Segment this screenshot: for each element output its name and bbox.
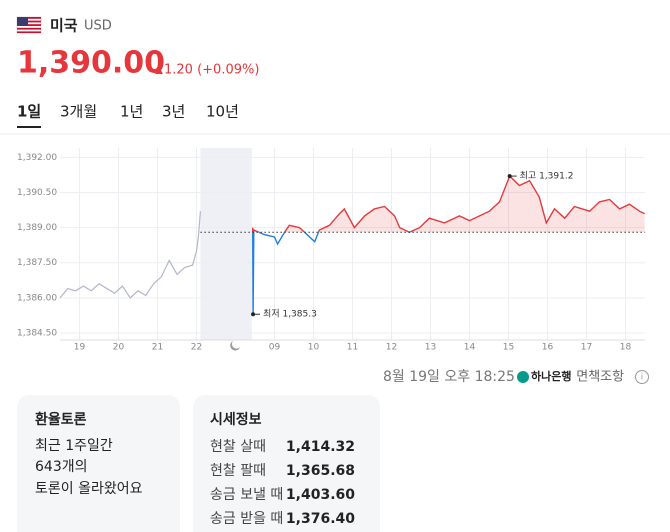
tab-underline <box>17 126 41 128</box>
x-tick-label: 13 <box>425 343 436 353</box>
tab[interactable]: 1일 <box>17 103 41 121</box>
x-tick-label: 12 <box>386 343 397 353</box>
bank-logo <box>517 371 529 383</box>
card-text: 643개의 <box>35 459 87 475</box>
x-tick-label: 10 <box>308 343 320 353</box>
x-tick-label: 22 <box>191 343 202 353</box>
line-down <box>252 232 412 315</box>
area-up <box>252 176 645 233</box>
x-tick-label: 14 <box>464 343 476 353</box>
discussion-card[interactable] <box>17 395 180 532</box>
up-arrow <box>155 67 163 74</box>
x-tick-label: 09 <box>269 343 281 353</box>
quote-label: 송금 받을 때 <box>210 511 283 527</box>
x-tick-label: 20 <box>113 343 125 353</box>
quote-label: 송금 보낼 때 <box>210 487 283 503</box>
currency: USD <box>84 19 112 34</box>
card-text: 최근 1주일간 <box>35 438 113 454</box>
quote-value: 1,414.32 <box>286 439 355 455</box>
y-tick-label: 1,386.00 <box>17 293 57 303</box>
disclaimer[interactable]: · 면책조항 <box>568 370 624 385</box>
y-tick-label: 1,389.00 <box>17 223 57 233</box>
annotation-label: 최고 1,391.2 <box>520 171 574 182</box>
x-tick-label: 16 <box>542 343 554 353</box>
info-icon[interactable] <box>635 370 649 384</box>
line <box>59 211 201 299</box>
tab[interactable]: 1년 <box>120 103 143 121</box>
quote-value: 1,365.68 <box>286 463 355 479</box>
y-tick-label: 1,387.50 <box>17 258 57 268</box>
night-icon <box>230 341 240 351</box>
annotation-label: 최저 1,385.3 <box>263 309 317 320</box>
country: 미국 <box>50 17 78 35</box>
tab[interactable]: 10년 <box>206 103 239 121</box>
quotes-card <box>193 395 380 532</box>
tab[interactable]: 3개월 <box>60 103 97 121</box>
night-band <box>200 148 252 340</box>
x-tick-label: 15 <box>503 343 514 353</box>
x-tick-label: 18 <box>620 343 632 353</box>
card-title: 시세정보 <box>210 411 262 428</box>
chart: 1,392.00 1,390.50 1,389.00 1,387.50 1,386.00… <box>17 148 645 353</box>
bank: 하나은행 <box>531 369 571 383</box>
tab[interactable]: 3년 <box>162 103 185 121</box>
card-text: 토론이 올라왔어요 <box>35 481 143 497</box>
x-tick-label: 19 <box>74 343 86 353</box>
change: 1.20 (+0.09%) <box>164 63 259 78</box>
line-up <box>252 174 645 233</box>
price: 1,390.00 <box>17 46 165 81</box>
y-tick-label: 1,390.50 <box>17 188 57 198</box>
quote-label: 현찰 팔때 <box>210 463 266 479</box>
quote-label: 현찰 살때 <box>210 439 266 455</box>
y-tick-label: 1,384.50 <box>17 328 57 338</box>
x-tick-label: 21 <box>152 343 163 353</box>
annotation-dot <box>251 312 256 317</box>
timestamp: 8월 19일 오후 18:25 <box>383 369 515 385</box>
info-i: i <box>641 373 644 383</box>
y-tick-label: 1,392.00 <box>17 153 57 163</box>
x-tick-label: 17 <box>581 343 592 353</box>
us-flag <box>16 16 42 34</box>
card-title: 환율토론 <box>35 411 87 428</box>
quote-value: 1,403.60 <box>286 487 355 503</box>
quote-value: 1,376.40 <box>286 511 355 527</box>
annotation-dot <box>507 174 512 179</box>
x-tick-label: 11 <box>347 343 358 353</box>
